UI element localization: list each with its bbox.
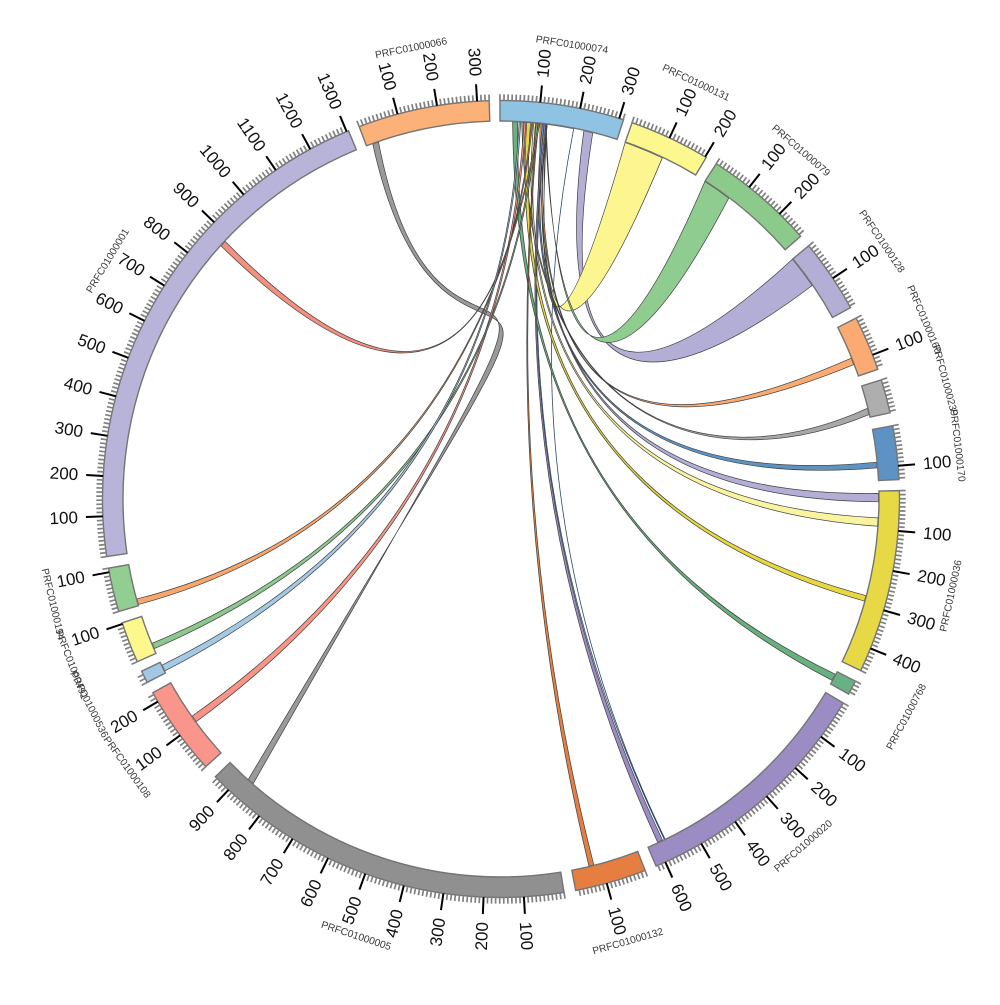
svg-text:100: 100 — [516, 921, 537, 950]
svg-text:100: 100 — [49, 508, 78, 528]
svg-text:200: 200 — [49, 463, 78, 484]
svg-text:300: 300 — [464, 47, 485, 76]
svg-text:200: 200 — [472, 922, 492, 951]
svg-text:200: 200 — [916, 566, 947, 590]
svg-text:100: 100 — [55, 568, 86, 592]
svg-text:100: 100 — [922, 524, 952, 545]
svg-text:200: 200 — [419, 51, 442, 82]
svg-text:100: 100 — [922, 452, 952, 473]
svg-text:100: 100 — [533, 48, 555, 78]
svg-text:300: 300 — [53, 418, 84, 441]
svg-text:300: 300 — [426, 917, 449, 948]
